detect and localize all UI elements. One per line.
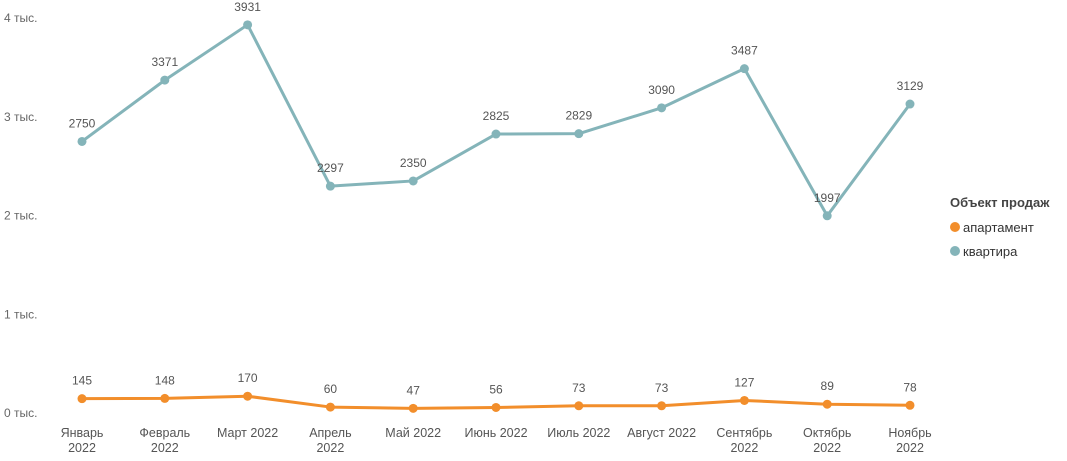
x-tick-label: Август 2022: [627, 426, 696, 440]
data-point[interactable]: [657, 401, 667, 411]
x-tick-label-line: Август 2022: [627, 426, 696, 440]
x-tick-label: Октябрь 2022: [803, 426, 851, 455]
x-tick-label: Май 2022: [385, 426, 441, 440]
y-tick-label: 4 тыс.: [4, 11, 37, 25]
data-point[interactable]: [77, 394, 87, 404]
x-tick-label-line: Сентябрь: [716, 426, 772, 440]
data-point[interactable]: [574, 401, 584, 411]
data-label: 73: [655, 381, 669, 395]
data-labels: 145 148 170 60 47 56 73 73 127 89 78 2750 3371 3931 22…: [69, 0, 924, 397]
y-tick-label: 0 тыс.: [4, 406, 37, 420]
data-label: 89: [821, 379, 835, 393]
legend-item[interactable]: апартамент: [950, 215, 1049, 239]
legend: Объект продаж апартамент квартира: [950, 195, 1049, 263]
data-point[interactable]: [77, 136, 87, 146]
x-tick-label-line: Ноябрь: [888, 426, 931, 440]
legend-item[interactable]: квартира: [950, 239, 1049, 263]
x-tick-label-line: 2022: [730, 441, 758, 455]
x-tick-label-line: Июль 2022: [547, 426, 610, 440]
x-tick-label: Июль 2022: [547, 426, 610, 440]
data-label: 2350: [400, 156, 427, 170]
x-tick-label: Сентябрь 2022: [716, 426, 772, 455]
data-point[interactable]: [739, 64, 749, 74]
data-label: 1997: [814, 191, 841, 205]
data-label: 170: [238, 371, 258, 385]
x-tick-label: Апрель 2022: [309, 426, 351, 455]
x-tick-label-line: 2022: [896, 441, 924, 455]
data-label: 47: [407, 383, 421, 397]
data-point[interactable]: [160, 393, 170, 403]
data-label: 148: [155, 373, 175, 387]
x-tick-label-line: Октябрь: [803, 426, 851, 440]
x-tick-label: Ноябрь 2022: [888, 426, 931, 455]
x-tick-label-line: Апрель: [309, 426, 351, 440]
data-label: 3931: [234, 0, 261, 14]
legend-label: квартира: [963, 243, 1018, 259]
data-label: 3487: [731, 44, 758, 58]
data-point[interactable]: [491, 129, 501, 139]
data-point[interactable]: [408, 176, 418, 186]
data-label: 145: [72, 374, 92, 388]
x-tick-label: Март 2022: [217, 426, 278, 440]
x-tick-label-line: Февраль: [139, 426, 190, 440]
data-label: 2297: [317, 161, 344, 175]
data-label: 3090: [648, 83, 675, 97]
series-0: [77, 391, 915, 413]
y-axis: 0 тыс. 1 тыс. 2 тыс. 3 тыс. 4 тыс.: [4, 11, 37, 420]
x-tick-label-line: 2022: [151, 441, 179, 455]
data-point[interactable]: [822, 211, 832, 221]
x-tick-label-line: Январь: [61, 426, 104, 440]
data-label: 2825: [483, 109, 510, 123]
x-tick-label-line: 2022: [316, 441, 344, 455]
data-label: 73: [572, 381, 586, 395]
legend-items: апартамент квартира: [950, 215, 1049, 263]
data-point[interactable]: [574, 129, 584, 139]
x-tick-label: Июнь 2022: [464, 426, 527, 440]
x-tick-label-line: Март 2022: [217, 426, 278, 440]
legend-title: Объект продаж: [950, 195, 1050, 210]
x-tick-label-line: 2022: [68, 441, 96, 455]
x-tick-label-line: Июнь 2022: [464, 426, 527, 440]
y-tick-label: 2 тыс.: [4, 209, 37, 223]
legend-marker: [950, 222, 960, 232]
data-point[interactable]: [325, 402, 335, 412]
y-tick-label: 1 тыс.: [4, 307, 37, 321]
x-tick-label-line: Май 2022: [385, 426, 441, 440]
data-point[interactable]: [905, 400, 915, 410]
data-point[interactable]: [408, 403, 418, 413]
data-point[interactable]: [657, 103, 667, 113]
data-label: 56: [489, 382, 503, 396]
data-point[interactable]: [491, 402, 501, 412]
data-label: 78: [903, 380, 917, 394]
series-1: [77, 20, 915, 221]
data-point[interactable]: [905, 99, 915, 109]
data-point[interactable]: [160, 75, 170, 85]
data-label: 2750: [69, 116, 96, 130]
data-point[interactable]: [325, 181, 335, 191]
data-label: 3129: [897, 79, 924, 93]
y-tick-label: 3 тыс.: [4, 110, 37, 124]
legend-label: апартамент: [963, 219, 1034, 235]
x-tick-label: Январь 2022: [61, 426, 104, 455]
legend-marker: [950, 246, 960, 256]
data-label: 60: [324, 382, 338, 396]
x-tick-label-line: 2022: [813, 441, 841, 455]
data-point[interactable]: [822, 399, 832, 409]
series-layer: [77, 20, 915, 413]
data-label: 3371: [151, 55, 178, 69]
data-point[interactable]: [739, 395, 749, 405]
data-label: 2829: [565, 109, 592, 123]
data-point[interactable]: [243, 20, 253, 30]
data-point[interactable]: [243, 391, 253, 401]
data-label: 127: [734, 375, 754, 389]
x-tick-label: Февраль 2022: [139, 426, 190, 455]
